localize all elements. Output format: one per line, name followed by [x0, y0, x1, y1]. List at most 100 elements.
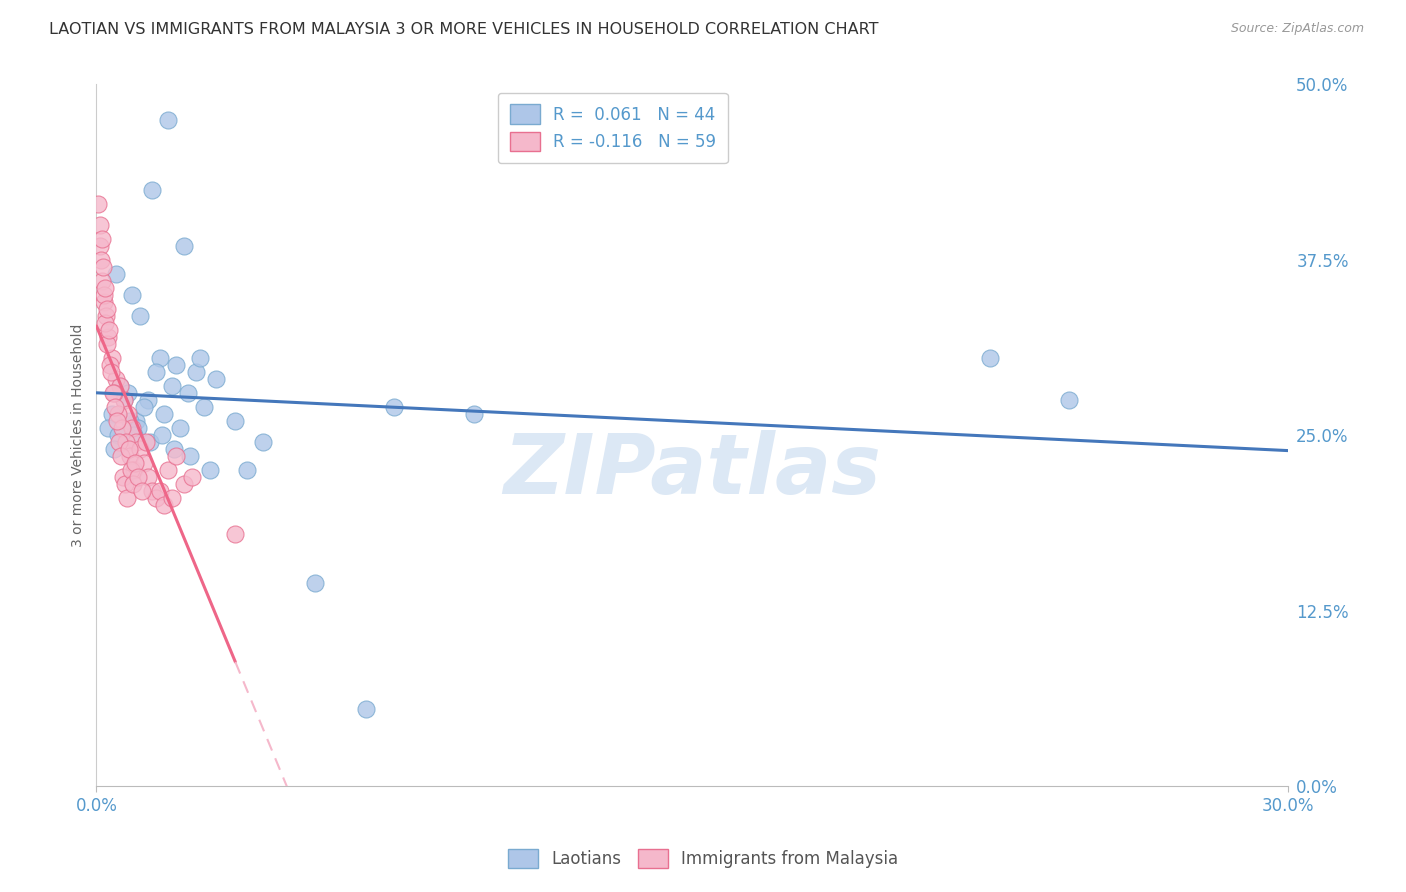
Legend: R =  0.061   N = 44, R = -0.116   N = 59: R = 0.061 N = 44, R = -0.116 N = 59 — [498, 93, 727, 163]
Point — [463, 407, 485, 421]
Point — [198, 463, 221, 477]
Point — [141, 484, 163, 499]
Point — [101, 407, 124, 421]
Point — [156, 112, 179, 127]
Text: Source: ZipAtlas.com: Source: ZipAtlas.com — [1230, 22, 1364, 36]
Point — [304, 575, 326, 590]
Point — [91, 274, 114, 288]
Point — [179, 450, 201, 464]
Point — [224, 414, 246, 428]
Point — [97, 330, 120, 344]
Point — [127, 421, 149, 435]
Point — [93, 288, 115, 302]
Point — [105, 414, 128, 428]
Point — [91, 260, 114, 274]
Point — [153, 499, 176, 513]
Point — [160, 491, 183, 506]
Point — [160, 379, 183, 393]
Point — [107, 407, 129, 421]
Point — [169, 421, 191, 435]
Point — [107, 428, 129, 442]
Point — [125, 435, 148, 450]
Point — [156, 463, 179, 477]
Point — [125, 414, 148, 428]
Point — [129, 442, 152, 457]
Point — [173, 477, 195, 491]
Point — [105, 267, 128, 281]
Text: ZIPatlas: ZIPatlas — [503, 430, 882, 511]
Point — [117, 491, 139, 506]
Point — [97, 421, 120, 435]
Point — [112, 393, 135, 408]
Point — [105, 372, 128, 386]
Point — [131, 484, 153, 499]
Point — [165, 450, 187, 464]
Point — [121, 421, 143, 435]
Point — [120, 450, 142, 464]
Point — [90, 252, 112, 267]
Point — [979, 351, 1001, 365]
Point — [176, 386, 198, 401]
Point — [127, 470, 149, 484]
Point — [120, 414, 142, 428]
Point — [204, 372, 226, 386]
Point — [112, 470, 135, 484]
Point — [136, 470, 159, 484]
Point — [94, 281, 117, 295]
Point — [103, 386, 125, 401]
Point — [118, 442, 141, 457]
Point — [89, 218, 111, 232]
Point — [165, 358, 187, 372]
Point — [132, 456, 155, 470]
Point — [101, 386, 124, 401]
Y-axis label: 3 or more Vehicles in Household: 3 or more Vehicles in Household — [72, 324, 86, 547]
Point — [122, 428, 145, 442]
Point — [145, 365, 167, 379]
Point — [93, 295, 115, 310]
Point — [108, 379, 131, 393]
Point — [135, 435, 157, 450]
Point — [117, 386, 139, 401]
Point — [236, 463, 259, 477]
Point — [129, 309, 152, 323]
Point — [108, 379, 131, 393]
Point — [90, 232, 112, 246]
Point — [87, 196, 110, 211]
Point — [120, 463, 142, 477]
Point — [224, 526, 246, 541]
Point — [252, 435, 274, 450]
Point — [101, 351, 124, 365]
Point — [356, 702, 378, 716]
Point — [149, 484, 172, 499]
Point — [96, 301, 118, 316]
Legend: Laotians, Immigrants from Malaysia: Laotians, Immigrants from Malaysia — [501, 842, 905, 875]
Point — [136, 393, 159, 408]
Point — [108, 435, 131, 450]
Point — [96, 337, 118, 351]
Point — [173, 239, 195, 253]
Point — [122, 463, 145, 477]
Point — [111, 421, 134, 435]
Point — [115, 435, 138, 450]
Point — [150, 428, 173, 442]
Point — [94, 316, 117, 330]
Point — [132, 401, 155, 415]
Point — [103, 442, 125, 457]
Point — [104, 401, 127, 415]
Point — [193, 401, 215, 415]
Point — [100, 365, 122, 379]
Point — [188, 351, 211, 365]
Point — [98, 323, 121, 337]
Point — [1059, 393, 1081, 408]
Point — [114, 477, 136, 491]
Point — [184, 365, 207, 379]
Point — [121, 288, 143, 302]
Point — [153, 407, 176, 421]
Point — [163, 442, 186, 457]
Point — [145, 491, 167, 506]
Point — [180, 470, 202, 484]
Point — [139, 435, 162, 450]
Point — [117, 407, 139, 421]
Point — [89, 239, 111, 253]
Point — [98, 358, 121, 372]
